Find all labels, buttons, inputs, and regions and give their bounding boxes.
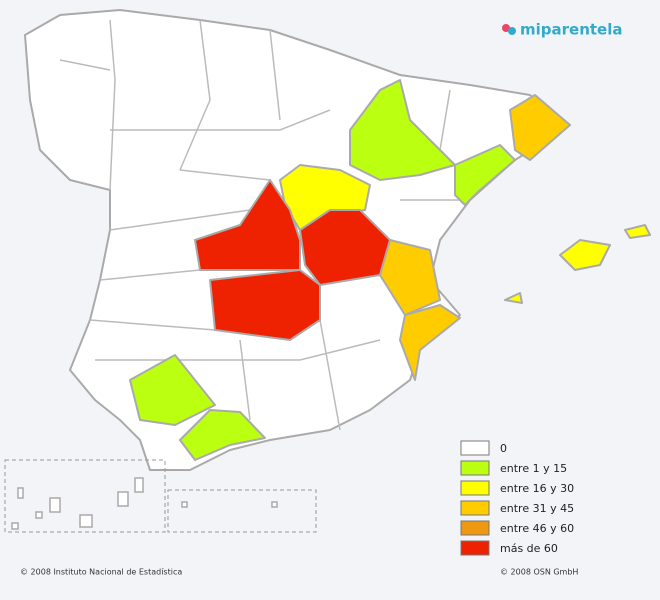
canary-islands <box>4 459 317 533</box>
region <box>209 269 321 341</box>
province-borders <box>59 19 470 431</box>
region <box>349 79 456 181</box>
footer-left: © 2008 Instituto Nacional de Estadística <box>20 568 182 577</box>
legend-swatch <box>460 520 490 536</box>
legend: 0 entre 1 y 15 entre 16 y 30 entre 31 y 45 e… <box>460 440 574 556</box>
legend-label: más de 60 <box>500 542 558 555</box>
footer-right: © 2008 OSN GmbH <box>500 568 578 577</box>
legend-label: 0 <box>500 442 507 455</box>
inset-frame <box>167 489 317 533</box>
region <box>179 409 266 461</box>
legend-swatch <box>460 540 490 556</box>
region <box>624 224 651 239</box>
legend-swatch <box>460 480 490 496</box>
region <box>509 94 571 161</box>
region <box>399 304 461 381</box>
inset-frame <box>4 459 166 533</box>
regions <box>129 79 651 461</box>
region <box>559 239 611 271</box>
region <box>379 239 441 316</box>
legend-label: entre 31 y 45 <box>500 502 574 515</box>
legend-swatch <box>460 500 490 516</box>
region <box>194 179 301 271</box>
legend-swatch <box>460 460 490 476</box>
legend-label: entre 1 y 15 <box>500 462 567 475</box>
legend-swatch <box>460 440 490 456</box>
region <box>454 144 516 206</box>
region <box>129 354 216 426</box>
brand: miparentela <box>520 21 623 39</box>
legend-label: entre 16 y 30 <box>500 482 574 495</box>
legend-label: entre 46 y 60 <box>500 522 574 535</box>
region <box>504 292 523 304</box>
logo: miparentela <box>502 21 623 39</box>
